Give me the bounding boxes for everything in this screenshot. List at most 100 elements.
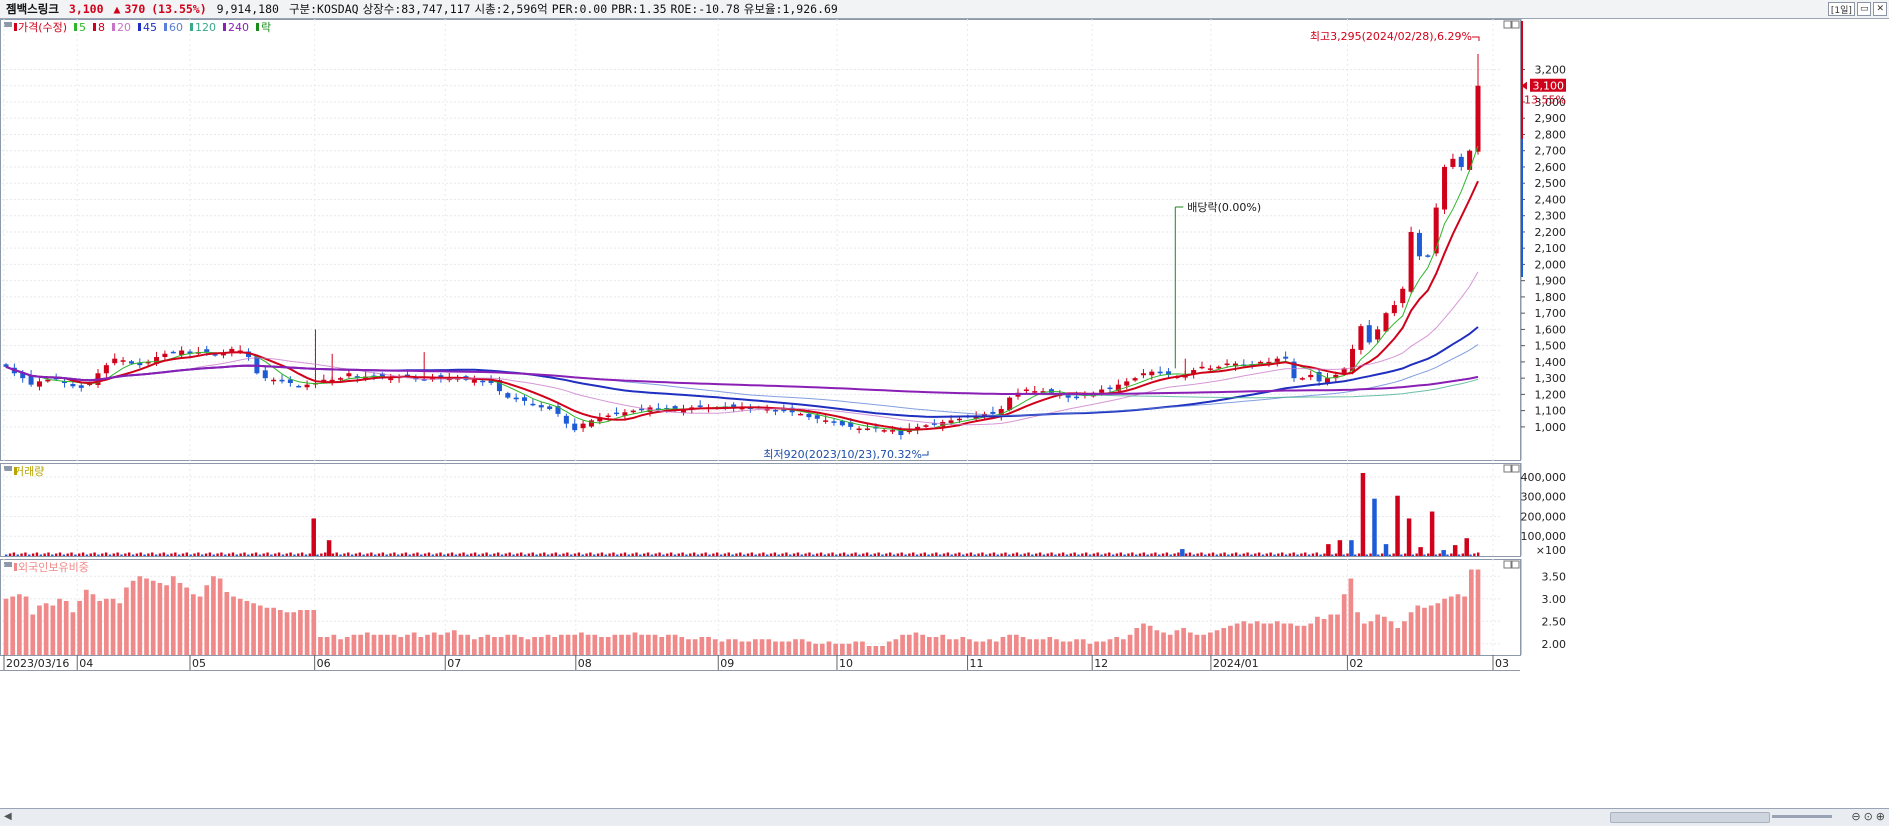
candle-body [254,356,260,374]
foreign-ownership-bar [411,632,417,655]
volume-bar [1415,553,1418,556]
foreign-ownership-bar [625,634,631,655]
foreign-ownership-bar [1402,621,1407,655]
candle-body [772,409,778,412]
candle-body [1333,374,1339,379]
volume-bar [831,552,834,556]
candle-body [1316,371,1322,382]
candle-body [622,412,628,416]
volume-bar [58,552,62,556]
volume-bar [331,553,335,556]
candle-body [1358,326,1364,350]
foreign-ownership-bar [231,596,236,655]
foreign-ownership-bar [1388,621,1394,655]
legend-swatch [112,23,115,31]
volume-bar [512,554,515,556]
scrollbar-thumb[interactable] [1610,812,1770,823]
volume-bar [277,552,281,556]
foreign-ownership-bar [451,630,457,655]
price-panel-panel-handle-icon [4,22,12,27]
volume-bar [1177,552,1180,556]
foreign-ownership-bar [933,637,939,655]
volume-bar [1354,554,1357,556]
volume-bar [527,553,531,556]
volume-bar [1058,553,1061,556]
foreign-ownership-bar [779,641,785,655]
volume-bar [704,552,707,556]
scroll-left-icon[interactable]: ◀ [4,811,12,822]
volume-bar [377,553,381,556]
volume-bar [935,552,938,556]
volume-bar [1200,552,1203,556]
candle-body [1324,378,1330,384]
foreign-ownership-bar [619,634,624,655]
volume-panel [0,463,1521,557]
foreign-ownership-bar [873,646,879,655]
month-label: 11 [970,657,984,670]
stock-chart[interactable]: 1,000 1,100 1,200 1,300 1,400 1,500 1,600 1,700… [0,19,1889,808]
volume-bar [1173,553,1176,556]
volume-bar [274,553,277,556]
legend-swatch [138,23,141,31]
candle-body [1467,150,1473,170]
volume-bar [1104,553,1107,556]
close-icon[interactable]: ✕ [1873,2,1887,16]
zoom-out-icon[interactable]: ⊖ [1851,810,1861,823]
volume-bar [385,554,388,556]
candle-body [279,379,285,382]
legend-ma-label: 8 [98,21,105,34]
price-change-pct: (13.55%) [151,2,207,16]
foreign-ownership-bar [766,639,772,655]
candle-body [923,425,929,427]
foreign-ownership-bar [130,580,136,655]
restore-icon[interactable]: ▭ [1856,2,1872,16]
candle-body [1291,361,1297,379]
candle-body [329,379,335,382]
zoom-in-icon[interactable]: ⊕ [1875,810,1885,823]
zoom-reset-icon[interactable]: ⊙ [1863,810,1873,823]
foreign-ownership-bar [900,634,905,655]
foreign-ownership-bar [592,634,598,655]
price-panel [0,19,1521,461]
volume-bar [1250,554,1253,556]
volume-bar [1446,554,1449,556]
stock-name[interactable]: 젬백스링크 [6,2,59,16]
candle-body [145,361,151,364]
volume-bar [562,553,565,556]
volume-bar [773,552,777,556]
foreign-ownership-bar [43,603,49,655]
candle-body [990,411,996,414]
volume-bar [750,552,754,556]
foreign-ownership-bar [431,632,437,655]
zoom-slider[interactable] [1772,815,1832,818]
foreign-ownership-bar [110,598,116,655]
period-selector[interactable]: [1일] [1827,2,1855,16]
volume-bar [785,552,788,556]
volume-bar [1146,554,1149,556]
volume-bar [5,554,8,556]
volume-bar [988,553,992,556]
volume-bar [1380,553,1384,556]
volume-bar [1069,553,1073,556]
foreign-ownership-bar [492,637,497,655]
foreign-ownership-bar [967,639,972,655]
volume-bar [915,554,919,556]
candle-body [538,405,544,408]
volume-bar [900,552,903,556]
foreign-ownership-bar [579,632,584,655]
price-axis-label: 1,900 [1535,275,1567,288]
month-label: 04 [79,657,93,670]
volume-bar [31,553,35,556]
foreign-ownership-bar [1281,623,1287,655]
volume-bar [162,552,165,556]
current-price-tag [1530,78,1566,92]
chart-scrollbar[interactable]: ◀ ⊖ ⊙ ⊕ [0,808,1889,826]
candle-body [890,430,896,432]
candle-body [1107,387,1113,390]
candle-body [212,354,218,356]
high-price-arrow-icon [1472,36,1480,41]
price-axis-label: 1,700 [1535,307,1567,320]
candle-body [1166,371,1172,375]
price-axis-label: 1,800 [1535,291,1567,304]
volume-bar [1150,553,1153,556]
